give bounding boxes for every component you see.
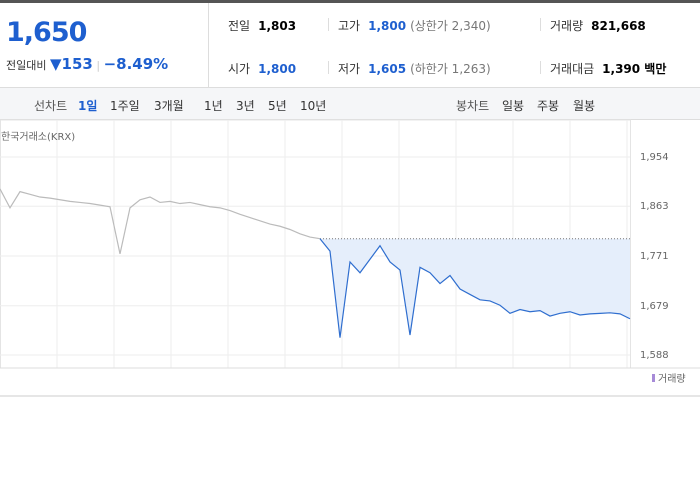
separator bbox=[328, 61, 329, 74]
price: 1,650 bbox=[6, 17, 87, 48]
change-label: 전일대비 bbox=[6, 59, 47, 72]
stat-extra: (하한가 1,263) bbox=[410, 62, 491, 76]
separator bbox=[328, 18, 329, 31]
stat-value: 1,800 bbox=[368, 19, 407, 33]
volume-legend-swatch bbox=[652, 374, 655, 382]
tab[interactable]: 1주일 bbox=[110, 99, 140, 113]
stat: 시가 1,800 bbox=[228, 60, 296, 77]
price-box: 1,650 전일대비 ▼153 | −8.49% bbox=[0, 3, 209, 88]
volume-legend: 거래량 bbox=[658, 373, 686, 385]
stat-label: 시가 bbox=[228, 62, 251, 76]
stats-row: 전일 1,803 고가 1,800 (상한가 2,340) 거래량 821,668 bbox=[210, 3, 700, 46]
y-tick-label: 1,771 bbox=[640, 251, 669, 262]
quote-panel: 1,650 전일대비 ▼153 | −8.49% 전일 1,803 고가 1,800(… bbox=[0, 0, 700, 88]
stat-label: 거래량 bbox=[550, 19, 584, 33]
tab[interactable]: 3년 bbox=[236, 99, 255, 113]
stat-value: 1,390 백만 bbox=[602, 62, 667, 76]
stat-value: 821,668 bbox=[591, 19, 646, 33]
y-tick-label: 1,954 bbox=[640, 152, 669, 163]
separator bbox=[540, 61, 541, 74]
change-pct: −8.49% bbox=[103, 55, 169, 73]
stat: 거래량 821,668 bbox=[550, 17, 646, 34]
source: 한국거래소(KRX) bbox=[1, 131, 75, 143]
stat-label: 고가 bbox=[338, 19, 361, 33]
y-tick-label: 1,679 bbox=[640, 301, 669, 312]
price-line bbox=[0, 188, 321, 254]
tab-group-label: 선차트 bbox=[34, 99, 68, 113]
change-value: 153 bbox=[61, 55, 93, 73]
stat-value: 1,800 bbox=[258, 62, 297, 76]
stat-label: 전일 bbox=[228, 19, 251, 33]
tab[interactable]: 일봉 bbox=[502, 99, 525, 113]
price-line bbox=[319, 238, 631, 338]
change: 전일대비 ▼153 | −8.49% bbox=[6, 55, 169, 73]
tab-bar: 선차트 1일 1주일 3개월 1년 3년 5년 10년 봉차트 일봉 주봉 월봉 bbox=[0, 88, 700, 120]
stats-row: 시가 1,800 저가 1,605 (하한가 1,263) 거래대금 1,390 백만 bbox=[210, 46, 700, 89]
stat-label: 저가 bbox=[338, 62, 361, 76]
tab[interactable]: 5년 bbox=[268, 99, 287, 113]
stat-extra: (상한가 2,340) bbox=[410, 19, 491, 33]
tab[interactable]: 10년 bbox=[300, 99, 327, 113]
stat-value: 1,803 bbox=[258, 19, 297, 33]
stat: 거래대금 1,390 백만 bbox=[550, 60, 666, 77]
y-tick-label: 1,863 bbox=[640, 201, 669, 212]
stat-label: 거래대금 bbox=[550, 62, 595, 76]
tab[interactable]: 월봉 bbox=[573, 99, 596, 113]
tab[interactable]: 주봉 bbox=[537, 99, 560, 113]
tab[interactable]: 1년 bbox=[204, 99, 223, 113]
tab[interactable]: 1일 bbox=[78, 99, 98, 113]
separator bbox=[540, 18, 541, 31]
area bbox=[320, 238, 630, 338]
stat-value: 1,605 bbox=[368, 62, 407, 76]
stat: 고가 1,800 (상한가 2,340) bbox=[338, 17, 491, 34]
tab-group-label: 봉차트 bbox=[456, 99, 490, 113]
tab[interactable]: 3개월 bbox=[154, 99, 184, 113]
stat: 전일 1,803 bbox=[228, 17, 296, 34]
y-tick-label: 1,588 bbox=[640, 350, 669, 361]
stat: 저가 1,605 (하한가 1,263) bbox=[338, 60, 491, 77]
